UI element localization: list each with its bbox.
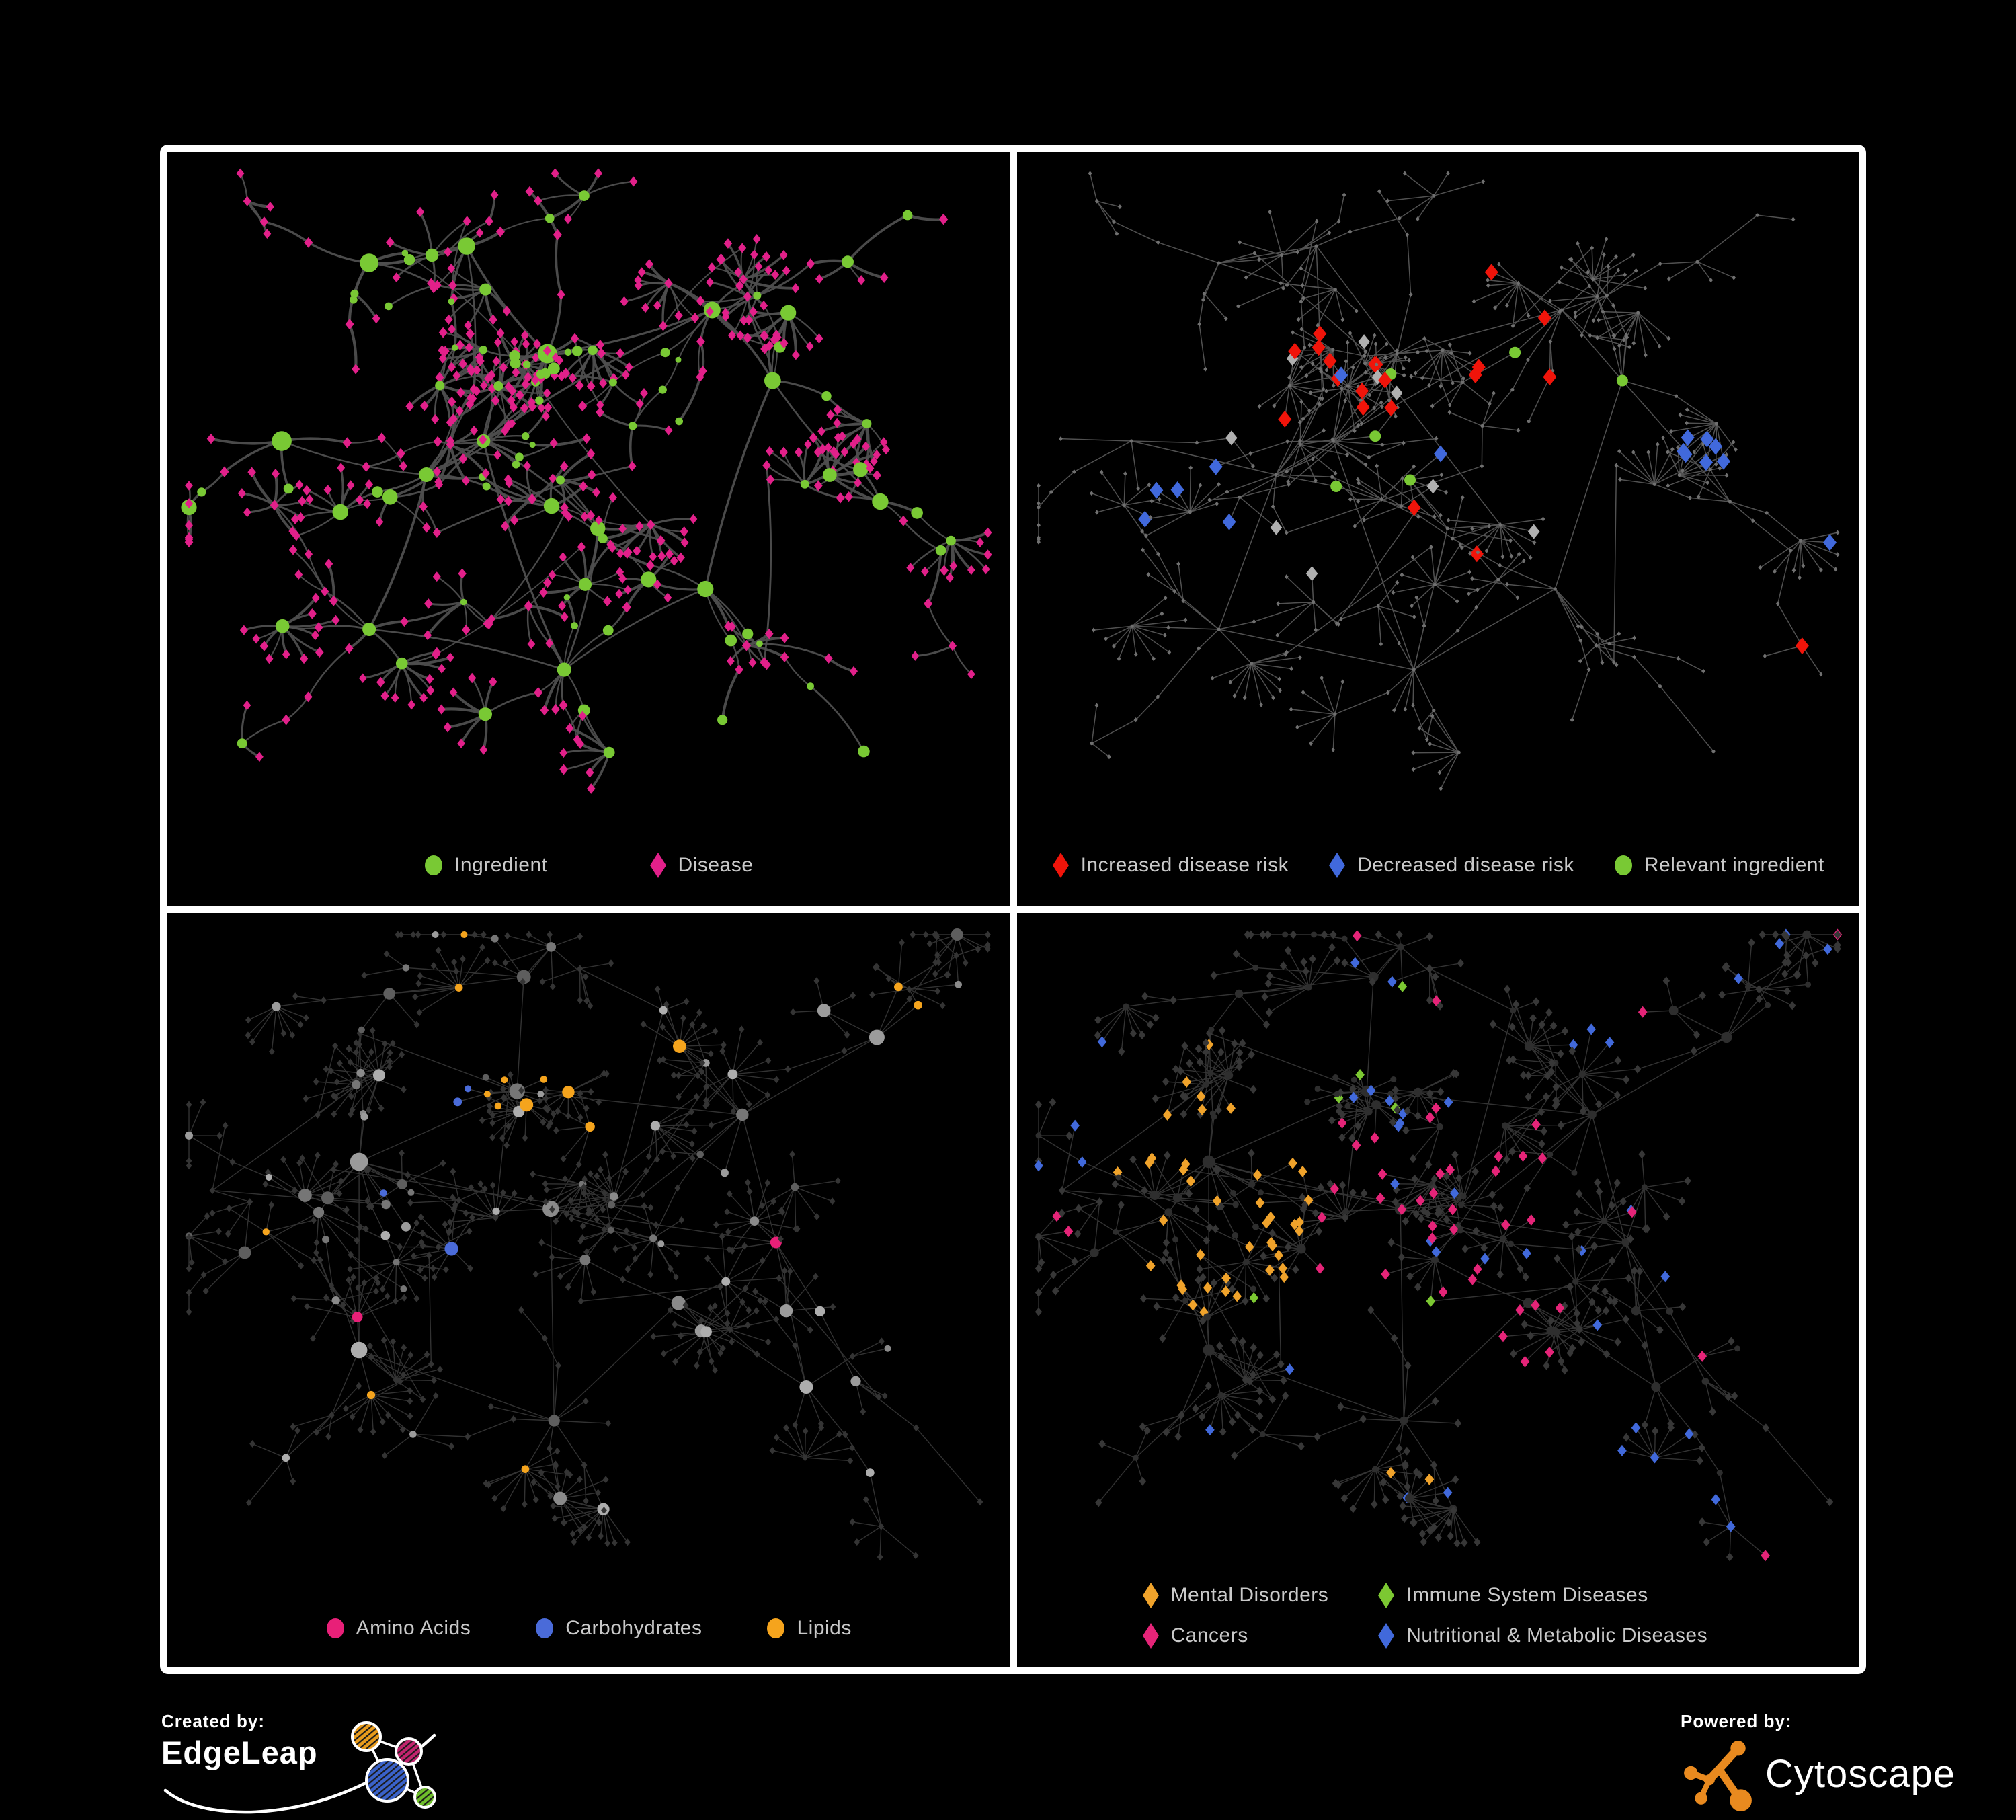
powered-by-block: Powered by: Cytoscape <box>1681 1711 1963 1819</box>
legend-label: Lipids <box>797 1617 852 1639</box>
legend-label: Ingredient <box>454 854 548 876</box>
powered-by-label: Powered by: <box>1681 1711 1792 1731</box>
legend-label: Cancers <box>1170 1624 1248 1647</box>
legend-item-carbohydrates: Carbohydrates <box>534 1617 702 1640</box>
relevant-ingredient-swatch-icon <box>1613 854 1634 877</box>
ingredient-swatch-icon <box>424 854 444 877</box>
disease-swatch-icon <box>649 852 668 879</box>
legend-item-immune-system-diseases: Immune System Diseases <box>1377 1582 1707 1609</box>
network-graph-nutrient-classes <box>185 928 991 1561</box>
legend-item-mental-disorders: Mental Disorders <box>1141 1582 1329 1609</box>
legend-item-increased-risk: Increased disease risk <box>1051 852 1289 879</box>
amino-acids-swatch-icon <box>325 1617 346 1640</box>
legend-item-nutritional-metabolic-diseases: Nutritional & Metabolic Diseases <box>1377 1622 1707 1649</box>
legend-label: Decreased disease risk <box>1357 854 1574 876</box>
nutritional-metabolic-swatch-icon <box>1377 1622 1396 1649</box>
panel-grid: Ingredient Disease Increased disease ris… <box>160 145 1866 1674</box>
created-by-label: Created by: <box>161 1711 266 1731</box>
legend-disease-risk: Increased disease risk Decreased disease… <box>1017 852 1859 879</box>
decreased-risk-swatch-icon <box>1328 852 1346 879</box>
legend-item-ingredient: Ingredient <box>424 854 547 877</box>
legend-label: Carbohydrates <box>565 1617 702 1639</box>
network-graph-disease-risk <box>1036 171 1839 791</box>
legend-item-decreased-risk: Decreased disease risk <box>1328 852 1574 879</box>
legend-label: Increased disease risk <box>1080 854 1289 876</box>
legend-item-lipids: Lipids <box>766 1617 851 1640</box>
increased-risk-swatch-icon <box>1051 852 1070 879</box>
mental-disorders-swatch-icon <box>1141 1582 1160 1609</box>
edgeleap-logo-glyph <box>163 1721 436 1814</box>
legend-nutrient-classes: Amino Acids Carbohydrates Lipids <box>167 1617 1010 1640</box>
network-graph-ingredient-disease <box>181 168 992 794</box>
legend-ingredient-disease: Ingredient Disease <box>167 852 1010 879</box>
immune-diseases-swatch-icon <box>1377 1582 1396 1609</box>
network-graph-disease-classes <box>1033 928 1842 1562</box>
cytoscape-logo-glyph <box>1684 1741 1752 1811</box>
panel-disease-risk: Increased disease risk Decreased disease… <box>1016 152 1859 906</box>
cytoscape-brand-text: Cytoscape <box>1765 1751 1956 1796</box>
panel-disease-classes: Mental Disorders Cancers Immune System D… <box>1016 913 1859 1667</box>
legend-item-disease: Disease <box>649 852 754 879</box>
legend-label: Immune System Diseases <box>1406 1584 1648 1606</box>
cancers-swatch-icon <box>1141 1622 1160 1649</box>
legend-item-cancers: Cancers <box>1141 1622 1329 1649</box>
panel-ingredient-disease: Ingredient Disease <box>167 152 1010 906</box>
legend-item-amino-acids: Amino Acids <box>325 1617 471 1640</box>
created-by-block: Created by: EdgeLeap <box>161 1711 477 1820</box>
legend-disease-classes: Mental Disorders Cancers Immune System D… <box>1141 1582 1708 1649</box>
legend-label: Nutritional & Metabolic Diseases <box>1406 1624 1708 1647</box>
carbohydrates-swatch-icon <box>534 1617 555 1640</box>
legend-label: Amino Acids <box>356 1617 471 1639</box>
legend-label: Mental Disorders <box>1170 1584 1329 1606</box>
edgeleap-brand-text: EdgeLeap <box>161 1735 318 1770</box>
legend-label: Relevant ingredient <box>1644 854 1824 876</box>
legend-item-relevant-ingredient: Relevant ingredient <box>1613 854 1824 877</box>
lipids-swatch-icon <box>766 1617 786 1640</box>
panel-nutrient-classes: Amino Acids Carbohydrates Lipids <box>167 913 1010 1667</box>
legend-label: Disease <box>678 854 754 876</box>
